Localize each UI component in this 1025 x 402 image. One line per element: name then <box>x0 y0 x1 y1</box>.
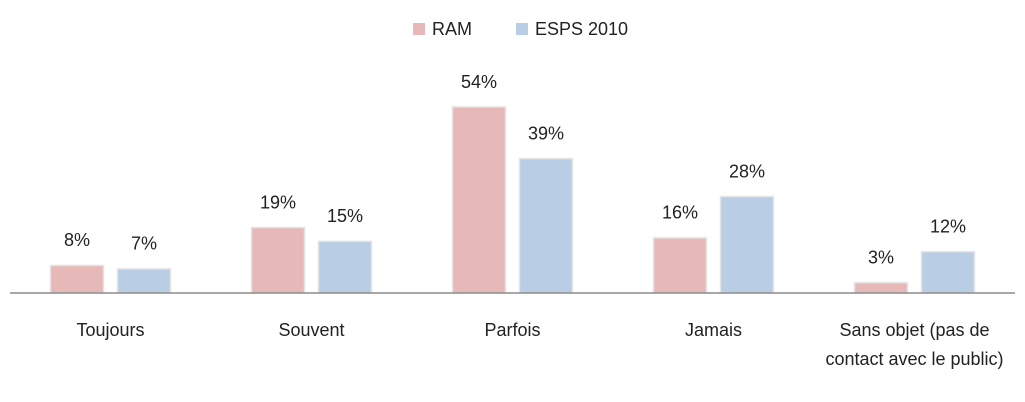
bar <box>49 264 105 294</box>
data-label: 3% <box>868 247 894 267</box>
data-label: 19% <box>260 192 296 212</box>
bar <box>518 157 574 294</box>
data-label: 7% <box>131 234 157 254</box>
data-label: 54% <box>461 72 497 92</box>
bar <box>719 195 775 294</box>
data-label: 39% <box>528 123 564 143</box>
x-tick-label: Souvent <box>278 320 345 340</box>
legend-swatch <box>413 23 425 35</box>
bar <box>250 226 306 294</box>
x-tick-label: Jamais <box>684 320 742 340</box>
bar <box>853 281 909 294</box>
data-label: 12% <box>930 216 966 236</box>
x-tick-label: Sans objet (pas de contact avec le publi… <box>825 320 1004 369</box>
data-label: 28% <box>729 161 765 181</box>
bar <box>920 250 976 294</box>
legend-label: ESPS 2010 <box>535 19 628 39</box>
bar <box>652 237 708 294</box>
data-label: 15% <box>327 206 363 226</box>
data-label: 16% <box>662 203 698 223</box>
data-label: 8% <box>64 230 90 250</box>
legend-swatch <box>516 23 528 35</box>
bar <box>116 268 172 294</box>
bar <box>317 240 373 294</box>
legend-label: RAM <box>432 19 472 39</box>
x-tick-label: Toujours <box>76 320 145 340</box>
bar <box>451 106 507 294</box>
x-tick-label: Parfois <box>484 320 541 340</box>
